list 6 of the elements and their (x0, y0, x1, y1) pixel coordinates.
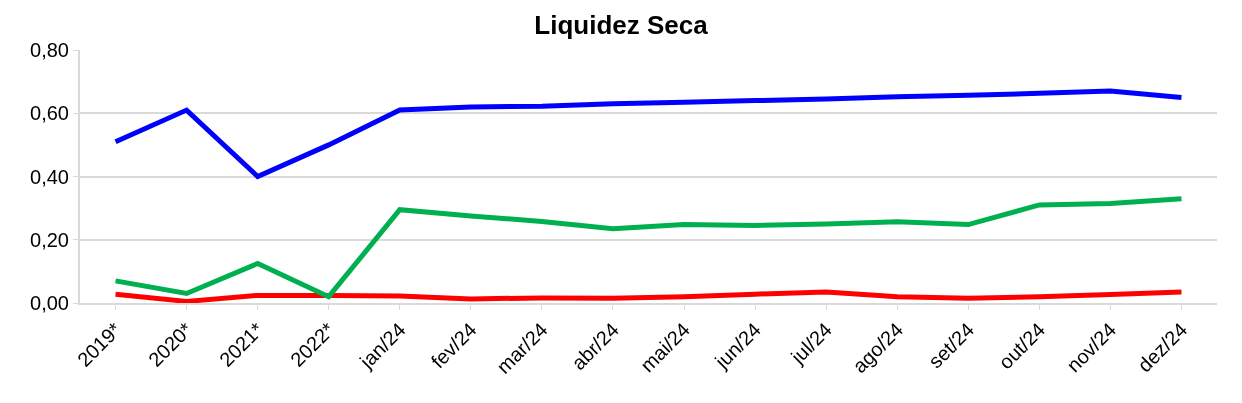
y-tick-label: 0,40 (30, 165, 69, 188)
y-tick-label: 0,20 (30, 228, 69, 251)
y-tick-label: 0,00 (30, 292, 69, 314)
y-tick-label: 0,60 (30, 102, 69, 125)
y-tick-label: 0,80 (30, 39, 69, 61)
chart-title: Liquidez Seca (534, 10, 709, 41)
